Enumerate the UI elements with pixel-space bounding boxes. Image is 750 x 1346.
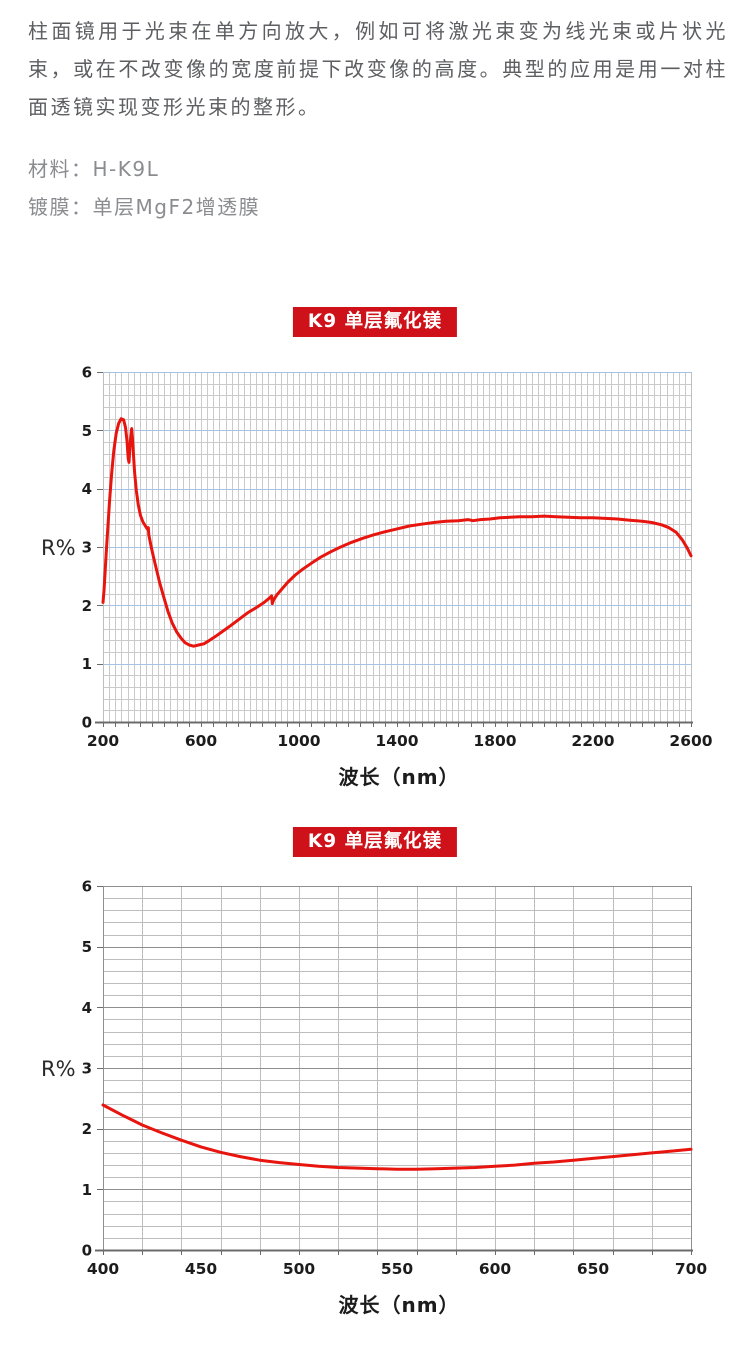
y-axis-title: R%	[41, 1057, 76, 1081]
y-tick-label: 6	[82, 364, 92, 382]
chart2-title-badge: K9 单层氟化镁	[292, 827, 458, 857]
y-axis-title: R%	[41, 536, 76, 560]
x-tick-label: 700	[675, 1260, 708, 1278]
y-tick-label: 2	[82, 1120, 92, 1138]
x-tick-label: 600	[479, 1260, 512, 1278]
x-tick-label: 400	[87, 1260, 120, 1278]
intro-paragraph: 柱面镜用于光束在单方向放大，例如可将激光束变为线光束或片状光束，或在不改变像的宽…	[28, 19, 728, 119]
material-line: 材料：H-K9L	[28, 157, 160, 181]
x-tick-label: 1000	[277, 732, 320, 750]
y-tick-label: 3	[82, 1060, 92, 1078]
y-tick-label: 5	[82, 422, 92, 440]
reflectance-curve	[101, 417, 693, 648]
x-tick-label: 2200	[571, 732, 614, 750]
y-tick-label: 4	[82, 999, 92, 1017]
y-tick-label: 0	[82, 1242, 92, 1260]
x-axis-title: 波长（nm）	[338, 765, 459, 789]
x-tick-label: 2600	[669, 732, 712, 750]
y-tick-label: 0	[82, 714, 92, 732]
coating-line: 镀膜：单层MgF2增透膜	[28, 195, 261, 219]
y-tick-label: 2	[82, 597, 92, 615]
reflectance-chart-visible: 0 1 2 3 4 5 6 400 450 500 550 600 650 700 R% 波长（nm）	[41, 878, 708, 1318]
y-tick-label: 1	[82, 655, 92, 673]
x-tick-label: 1800	[473, 732, 516, 750]
chart1-title-badge: K9 单层氟化镁	[292, 307, 458, 337]
y-tick-label: 1	[82, 1181, 92, 1199]
reflectance-chart-uv-ir: 0 1 2 3 4 5 6 200 600 1000 1400 1800 2200 2600 R% 波长（nm…	[41, 364, 713, 790]
x-tick-label: 550	[381, 1260, 414, 1278]
x-tick-label: 1400	[375, 732, 418, 750]
x-tick-label: 500	[283, 1260, 316, 1278]
y-tick-label: 4	[82, 480, 92, 498]
x-tick-label: 200	[87, 732, 120, 750]
y-tick-label: 5	[82, 938, 92, 956]
materials-block: 材料：H-K9L 镀膜：单层MgF2增透膜	[28, 150, 728, 226]
x-tick-label: 450	[185, 1260, 218, 1278]
x-axis-title: 波长（nm）	[338, 1293, 459, 1317]
x-tick-label: 650	[577, 1260, 610, 1278]
reflectance-curve	[101, 1103, 693, 1171]
y-tick-label: 3	[82, 539, 92, 557]
y-tick-label: 6	[82, 878, 92, 896]
x-tick-label: 600	[185, 732, 218, 750]
